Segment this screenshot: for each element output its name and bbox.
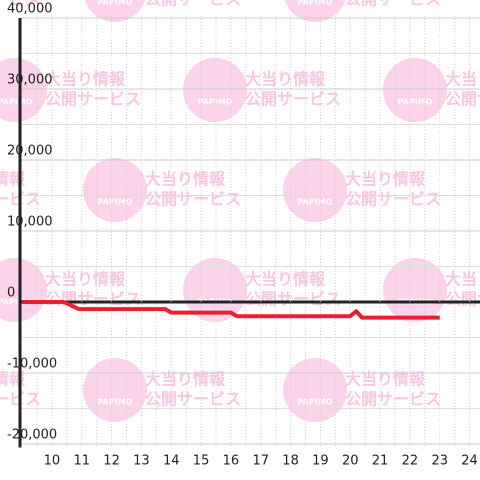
watermark-text: 大当り情報 bbox=[445, 70, 480, 89]
watermark-logo-text: PAPIMO bbox=[0, 98, 33, 107]
x-tick-label: 13 bbox=[133, 454, 150, 469]
watermark-logo-text: PAPIMO bbox=[0, 298, 33, 307]
watermark-text: 公開サービス bbox=[345, 0, 441, 9]
watermark-text: 大当り情報 bbox=[245, 270, 326, 289]
x-tick-label: 14 bbox=[163, 454, 180, 469]
watermark-text: 公開サービス bbox=[0, 0, 41, 9]
y-tick-label: 0 bbox=[7, 286, 15, 301]
watermark-logo bbox=[0, 258, 47, 322]
x-tick-label: 10 bbox=[44, 454, 61, 469]
watermark-text: 公開サービス bbox=[345, 190, 441, 209]
x-tick-label: 12 bbox=[103, 454, 120, 469]
watermark-text: 大当り情報 bbox=[145, 370, 226, 389]
watermark-logo bbox=[84, 0, 146, 22]
watermark-logo-text: PAPIMO bbox=[298, 198, 333, 207]
y-tick-label: 10,000 bbox=[7, 215, 53, 230]
watermark-logo-text: PAPIMO bbox=[98, 198, 133, 207]
y-tick-label: 20,000 bbox=[7, 144, 53, 159]
x-tick-label: 21 bbox=[372, 454, 389, 469]
watermark-text: 大当り情報 bbox=[45, 70, 126, 89]
watermark-text: 公開サービス bbox=[145, 390, 241, 409]
watermark-text: 大当り情報 bbox=[345, 370, 426, 389]
x-tick-label: 23 bbox=[431, 454, 448, 469]
watermark-logo bbox=[83, 358, 147, 422]
watermark: PAPIMO大当り情報公開サービスPAPIMO大当り情報公開サービスPAPIMO… bbox=[0, 0, 480, 422]
x-tick-label: 18 bbox=[282, 454, 299, 469]
y-tick-label: -20,000 bbox=[7, 428, 57, 443]
data-line bbox=[22, 300, 440, 320]
x-tick-label: 17 bbox=[252, 454, 269, 469]
watermark-text: 大当り情報 bbox=[245, 70, 326, 89]
watermark-text: 公開サービス bbox=[245, 90, 341, 109]
x-tick-label: 16 bbox=[223, 454, 240, 469]
y-tick-label: -10,000 bbox=[7, 357, 57, 372]
watermark-text: 大当り情報 bbox=[145, 170, 226, 189]
watermark-text: 大当り情報 bbox=[45, 270, 126, 289]
watermark-text: 大当り情報 bbox=[0, 170, 26, 189]
watermark-logo bbox=[283, 358, 347, 422]
watermark-logo bbox=[283, 158, 347, 222]
watermark-logo bbox=[0, 58, 47, 122]
plot: -20,000 -10,000 0 10,000 20,000 30,000 40,000 1… bbox=[7, 2, 478, 469]
watermark-logo-text: PAPIMO bbox=[98, 398, 133, 407]
watermark-logo-text: PAPIMO bbox=[198, 98, 233, 107]
y-tick-label: 40,000 bbox=[7, 2, 53, 17]
watermark-text: 公開サービス bbox=[45, 90, 141, 109]
watermark-logo-text: PAPIMO bbox=[298, 398, 333, 407]
y-tick-label: 30,000 bbox=[7, 73, 53, 88]
watermark-text: 大当り情報 bbox=[0, 370, 26, 389]
grid bbox=[20, 15, 480, 448]
x-tick-label: 20 bbox=[342, 454, 359, 469]
watermark-logo bbox=[284, 0, 346, 22]
watermark-text: 公開サービス bbox=[345, 390, 441, 409]
watermark-logo bbox=[383, 58, 447, 122]
watermark-text: 大当り情報 bbox=[345, 170, 426, 189]
x-tick-label: 24 bbox=[461, 454, 478, 469]
watermark-logo-text: PAPIMO bbox=[98, 0, 133, 7]
watermark-logo-text: PAPIMO bbox=[298, 0, 333, 7]
watermark-text: 公開サービス bbox=[145, 190, 241, 209]
watermark-logo bbox=[383, 258, 447, 322]
watermark-logo bbox=[83, 158, 147, 222]
x-tick-label: 19 bbox=[312, 454, 329, 469]
watermark-text: 大当り情報 bbox=[445, 270, 480, 289]
watermark-logo-text: PAPIMO bbox=[398, 98, 433, 107]
watermark-text: 公開サービス bbox=[445, 90, 480, 109]
x-tick-label: 15 bbox=[193, 454, 210, 469]
x-tick-label: 22 bbox=[402, 454, 419, 469]
x-tick-label: 11 bbox=[73, 454, 90, 469]
watermark-text: 公開サービス bbox=[245, 290, 341, 309]
watermark-text: 公開サービス bbox=[145, 0, 241, 9]
watermark-logo bbox=[183, 58, 247, 122]
watermark-text: 公開サービス bbox=[445, 290, 480, 309]
